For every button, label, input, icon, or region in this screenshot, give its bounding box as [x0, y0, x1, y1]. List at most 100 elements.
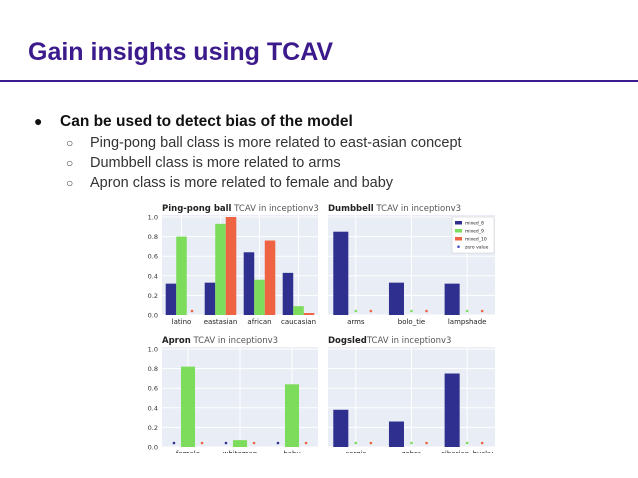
- sub-bullet-text: Ping-pong ball class is more related to …: [90, 135, 462, 151]
- zero-marker: [369, 441, 373, 445]
- sub-bullet-circle: ○: [66, 136, 74, 150]
- zero-marker: [224, 441, 228, 445]
- sub-bullet-text: Apron class is more related to female an…: [90, 175, 394, 191]
- bar: [388, 421, 404, 447]
- chart-title-rest: TCAV in inceptionv3: [374, 204, 461, 214]
- zero-marker: [369, 309, 373, 313]
- main-bullet-text: Can be used to detect bias of the model: [60, 113, 353, 130]
- zero-marker: [480, 441, 484, 445]
- title-divider: [0, 80, 638, 82]
- bar: [303, 313, 315, 315]
- zero-marker: [354, 309, 358, 313]
- legend-label: mixed_10: [465, 237, 487, 243]
- chart-title-bold: Ping-pong ball: [162, 204, 232, 214]
- sub-bullet-text: Dumbbell class is more related to arms: [90, 155, 341, 171]
- legend-swatch: [455, 221, 462, 225]
- chart-title-bold: Dumbbell: [328, 204, 374, 214]
- sub-bullet: ○ Dumbbell class is more related to arms: [34, 155, 462, 175]
- chart-title: Apron TCAV in inceptionv3: [162, 336, 278, 346]
- legend-swatch: [455, 237, 462, 241]
- bullet-list: ● Can be used to detect bias of the mode…: [34, 113, 462, 195]
- zero-marker: [480, 309, 484, 313]
- x-tick-label: baby: [283, 450, 300, 453]
- sub-bullet-circle: ○: [66, 156, 74, 170]
- zero-marker: [276, 441, 280, 445]
- zero-marker: [354, 441, 358, 445]
- bar: [333, 409, 349, 447]
- y-tick-label: 1.0: [148, 346, 158, 354]
- zero-marker: [465, 309, 469, 313]
- chart-title-bold: Apron: [162, 336, 191, 346]
- zero-marker: [190, 309, 194, 313]
- y-tick-label: 0.4: [148, 272, 158, 280]
- legend-label: mixed_9: [465, 229, 484, 235]
- x-tick-label: corgis: [345, 450, 366, 453]
- zero-marker: [200, 441, 204, 445]
- x-tick-label: siberian_husky: [441, 450, 493, 453]
- sub-bullet: ○ Apron class is more related to female …: [34, 175, 462, 195]
- bar: [243, 252, 255, 315]
- chart-title-rest: TCAV in inceptionv3: [231, 204, 318, 214]
- bar: [254, 279, 265, 315]
- chart-panel: Ping-pong ball TCAV in inceptionv3 0.0 0.2…: [148, 204, 319, 326]
- x-tick-label: latino: [172, 318, 192, 326]
- bar: [444, 373, 460, 447]
- legend-label: mixed_8: [465, 221, 484, 227]
- zero-marker: [172, 441, 176, 445]
- tcav-chart-grid: Ping-pong ball TCAV in inceptionv3 0.0 0.2…: [148, 204, 495, 453]
- bar: [333, 231, 349, 315]
- bar: [176, 236, 187, 315]
- bar: [232, 440, 248, 447]
- zero-marker: [410, 309, 413, 313]
- x-tick-label: bolo_tie: [398, 318, 425, 326]
- legend-swatch: [457, 245, 460, 248]
- chart-panel: Dumbbell TCAV in inceptionv3 arms bolo_tie…: [328, 204, 495, 326]
- y-tick-label: 0.6: [148, 253, 158, 261]
- bar: [204, 282, 216, 315]
- x-tick-label: african: [247, 318, 271, 326]
- x-tick-label: female: [176, 450, 200, 453]
- bar: [165, 283, 177, 315]
- chart-title-rest: TCAV in inceptionv3: [366, 336, 452, 346]
- chart-title-rest: TCAV in inceptionv3: [191, 336, 278, 346]
- sub-bullet: ○ Ping-pong ball class is more related t…: [34, 135, 462, 155]
- x-tick-label: zebra: [402, 450, 422, 453]
- sub-bullet-circle: ○: [66, 176, 74, 190]
- y-tick-label: 0.6: [148, 385, 158, 393]
- chart-title: DogsledTCAV in inceptionv3: [328, 336, 451, 346]
- legend-swatch: [455, 229, 462, 233]
- y-tick-label: 0.0: [148, 312, 158, 320]
- legend-label: zero value: [465, 245, 489, 251]
- bar: [225, 217, 237, 315]
- bar: [284, 384, 300, 447]
- chart-panel: Apron TCAV in inceptionv3 0.0 0.2 0.4 0.6 0.8…: [148, 336, 318, 453]
- bar: [264, 240, 276, 315]
- x-tick-label: lampshade: [448, 318, 487, 326]
- bar: [180, 366, 196, 447]
- chart-title: Ping-pong ball TCAV in inceptionv3: [162, 204, 319, 214]
- zero-marker: [465, 441, 469, 445]
- x-tick-label: arms: [347, 318, 365, 326]
- y-tick-label: 1.0: [148, 214, 158, 222]
- x-tick-label: caucasian: [281, 318, 316, 326]
- bar: [388, 282, 404, 315]
- zero-marker: [425, 309, 428, 313]
- zero-marker: [304, 441, 308, 445]
- y-tick-label: 0.2: [148, 292, 158, 300]
- bar: [293, 306, 304, 315]
- zero-marker: [425, 441, 428, 445]
- bar: [215, 223, 226, 315]
- slide-title: Gain insights using TCAV: [28, 38, 334, 66]
- bar: [444, 283, 460, 315]
- zero-marker: [410, 441, 413, 445]
- y-tick-label: 0.8: [148, 365, 158, 373]
- chart-title-bold: Dogsled: [328, 336, 367, 346]
- y-tick-label: 0.8: [148, 233, 158, 241]
- x-tick-label: whiteman: [223, 450, 258, 453]
- bullet-dot: ●: [34, 113, 43, 129]
- main-bullet: ● Can be used to detect bias of the mode…: [34, 113, 462, 135]
- bar: [282, 272, 294, 315]
- zero-marker: [252, 441, 256, 445]
- x-tick-label: eastasian: [204, 318, 238, 326]
- chart-panel: DogsledTCAV in inceptionv3 corgis zebra sib…: [328, 336, 495, 453]
